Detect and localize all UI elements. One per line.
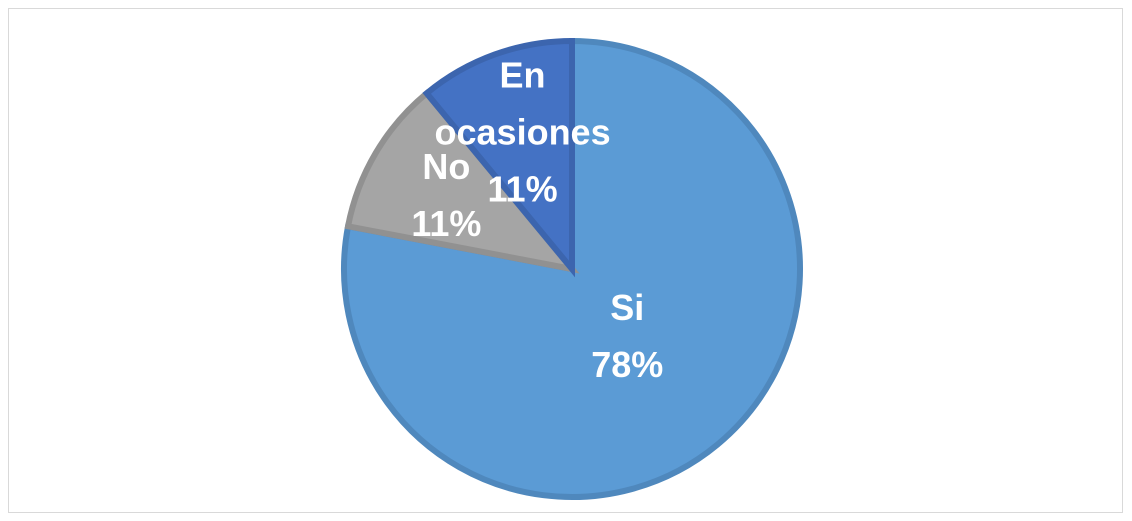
slice-name: No: [422, 145, 471, 187]
slice-value: 11%: [411, 202, 482, 244]
data-label: No 11%: [346, 138, 546, 252]
data-label: En ocasiones 11%: [423, 46, 623, 217]
slice-value: 11%: [487, 168, 558, 210]
pie-slice: [422, 37, 575, 278]
slice-name: Si: [610, 286, 645, 328]
slice-value: 78%: [591, 343, 664, 385]
pie-slice: [344, 89, 580, 274]
chart-frame: [8, 8, 1123, 513]
slice-name: En ocasiones: [434, 54, 611, 153]
data-label: Si 78%: [527, 279, 727, 393]
